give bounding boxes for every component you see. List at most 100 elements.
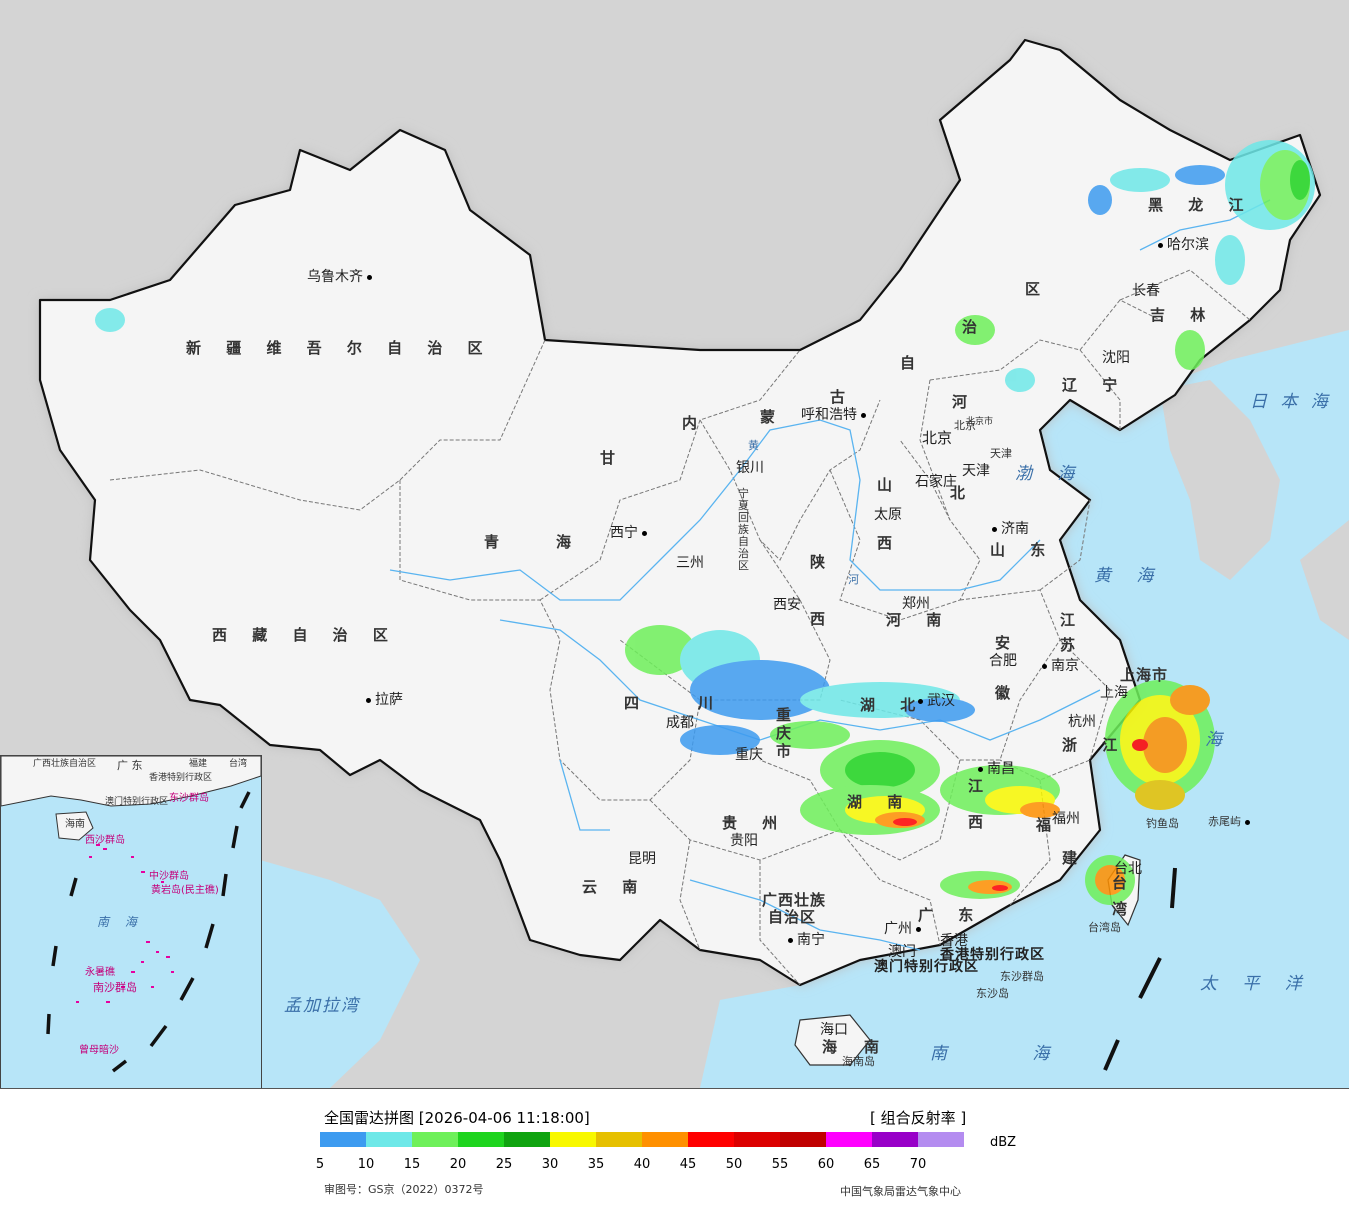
legend-product: [ 组合反射率 ]	[870, 1109, 967, 1127]
hainan-island-shape	[794, 1014, 871, 1066]
label-east-sea: 海	[1205, 730, 1232, 750]
colorbar-swatch	[596, 1132, 642, 1147]
colorbar-tick-label: 25	[495, 1157, 513, 1172]
label-qinghai-a: 青	[484, 533, 510, 551]
city-haikou: 海口	[820, 1022, 848, 1038]
colorbar-tick-label: 10	[357, 1157, 375, 1172]
city-xian: 西安	[773, 597, 801, 613]
label-qinghai-b: 海	[556, 533, 582, 551]
label-chongqing-chong: 重	[776, 706, 802, 724]
city-macau: 澳门	[888, 944, 916, 960]
label-shanxi-xi: 西	[877, 534, 903, 552]
colorbar-tick-label: 70	[909, 1157, 927, 1172]
label-taiwan-tai: 台	[1112, 874, 1138, 892]
city-changchun: 长春	[1132, 283, 1160, 299]
label-guangxi-2: 自治区	[768, 908, 817, 926]
bay-of-bengal-area	[260, 860, 420, 1088]
label-japan-sea: 日 本 海	[1250, 392, 1332, 412]
label-anhui-an: 安	[995, 634, 1021, 652]
label-nm-zhi: 治	[962, 318, 988, 336]
label-shaanxi-shan: 陕	[810, 553, 836, 571]
label-dongsha-island: 东沙岛	[976, 987, 1009, 1000]
inset-label-guangxi: 广西壮族自治区	[33, 759, 97, 769]
label-jilin: 吉 林	[1150, 306, 1216, 324]
inset-label-fujian: 福建	[189, 759, 208, 769]
label-bohai: 渤 海	[1015, 464, 1085, 484]
colorbar-tick-label: 20	[449, 1157, 467, 1172]
inset-islands	[76, 844, 174, 1003]
city-harbin: 哈尔滨	[1158, 238, 1209, 252]
radar-echoes	[95, 140, 1315, 905]
korea-peninsula	[1160, 380, 1280, 580]
label-nm-meng: 蒙	[760, 408, 786, 426]
city-urumqi: 乌鲁木齐	[307, 270, 372, 284]
city-yinchuan: 银川	[736, 460, 764, 476]
label-pacific: 太 平 洋	[1200, 974, 1312, 994]
city-beijing-municipality: 北京市	[966, 417, 994, 427]
city-shijiazhuang: 石家庄	[915, 474, 957, 490]
label-jiangxi-jiang: 江	[968, 777, 994, 795]
colorbar-swatch	[826, 1132, 872, 1147]
city-hangzhou: 杭州	[1068, 714, 1096, 730]
city-hefei: 合肥	[989, 653, 1017, 669]
inset-label-hainan: 海南	[65, 819, 85, 830]
label-yunnan: 云 南	[582, 878, 648, 896]
city-lanzhou: 三州	[676, 555, 704, 571]
colorbar-swatch	[872, 1132, 918, 1147]
label-nm-qu: 区	[1025, 280, 1051, 298]
colorbar-swatch	[550, 1132, 596, 1147]
city-fuzhou: 福州	[1052, 811, 1080, 827]
label-guangxi-1: 广西壮族	[762, 891, 827, 909]
inset-boundary	[46, 791, 251, 1073]
label-guangdong: 广 东	[918, 906, 984, 924]
city-nanning: 南宁	[788, 933, 825, 947]
city-nanchang: 南昌	[978, 762, 1015, 776]
label-heilongjiang: 黑 龙 江	[1148, 196, 1254, 214]
city-nanjing: 南京	[1042, 659, 1079, 673]
inset-label-zengmu: 曾母暗沙	[79, 1045, 119, 1056]
colorbar-tick-label: 30	[541, 1157, 559, 1172]
label-chongqing-qing: 庆	[776, 724, 802, 742]
colorbar	[320, 1132, 964, 1147]
label-diaoyu: 钓鱼岛	[1146, 817, 1179, 830]
label-jiangsu-jiang: 江	[1060, 611, 1086, 629]
colorbar-swatch	[642, 1132, 688, 1147]
colorbar-tick-label: 40	[633, 1157, 651, 1172]
label-anhui-hui: 徽	[995, 684, 1021, 702]
south-china-sea-inset: 广西壮族自治区 广 东 福建 台湾 香港特别行政区 澳门特别行政区 海南 东沙群…	[0, 755, 262, 1088]
label-beijing-region: 北京	[954, 419, 976, 432]
city-shanghai: 上海	[1100, 685, 1128, 701]
east-sea-area	[700, 330, 1349, 1088]
legend-title: 全国雷达拼图 [2026-04-06 11:18:00]	[324, 1109, 590, 1127]
inset-label-xisha: 西沙群岛	[85, 835, 125, 846]
inset-label-yongshu: 永暑礁	[85, 967, 115, 978]
inset-label-dongsha: 东沙群岛	[169, 793, 209, 804]
label-chiwei: 赤尾屿	[1208, 816, 1250, 827]
colorbar-tick-label: 50	[725, 1157, 743, 1172]
label-shandong: 山 东	[990, 541, 1056, 559]
label-guizhou: 贵 州	[722, 814, 788, 832]
label-sichuan-chuan: 川	[698, 694, 724, 712]
city-kunming: 昆明	[628, 851, 656, 867]
label-gansu: 甘	[600, 449, 626, 467]
colorbar-swatch	[366, 1132, 412, 1147]
label-hebei-bei: 北	[950, 484, 976, 502]
city-zhengzhou: 郑州	[902, 596, 930, 612]
label-jiangsu-su: 苏	[1060, 636, 1086, 654]
city-xining: 西宁	[610, 526, 647, 540]
label-shanghai: 上海市	[1120, 666, 1169, 684]
city-chongqing: 重庆	[735, 747, 763, 763]
label-hebei-he: 河	[952, 393, 978, 411]
colorbar-tick-label: 35	[587, 1157, 605, 1172]
colorbar-tick-label: 55	[771, 1157, 789, 1172]
inset-label-guangdong: 广 东	[117, 759, 143, 772]
inset-mainland	[1, 756, 261, 807]
colorbar-swatch	[780, 1132, 826, 1147]
colorbar-tick-label: 5	[315, 1157, 325, 1172]
label-chongqing-shi: 市	[776, 742, 802, 760]
label-zhejiang: 浙 江	[1062, 736, 1128, 754]
city-guiyang: 贵阳	[730, 833, 758, 849]
label-fujian-fu: 福	[1036, 816, 1062, 834]
city-jinan: 济南	[992, 522, 1029, 536]
